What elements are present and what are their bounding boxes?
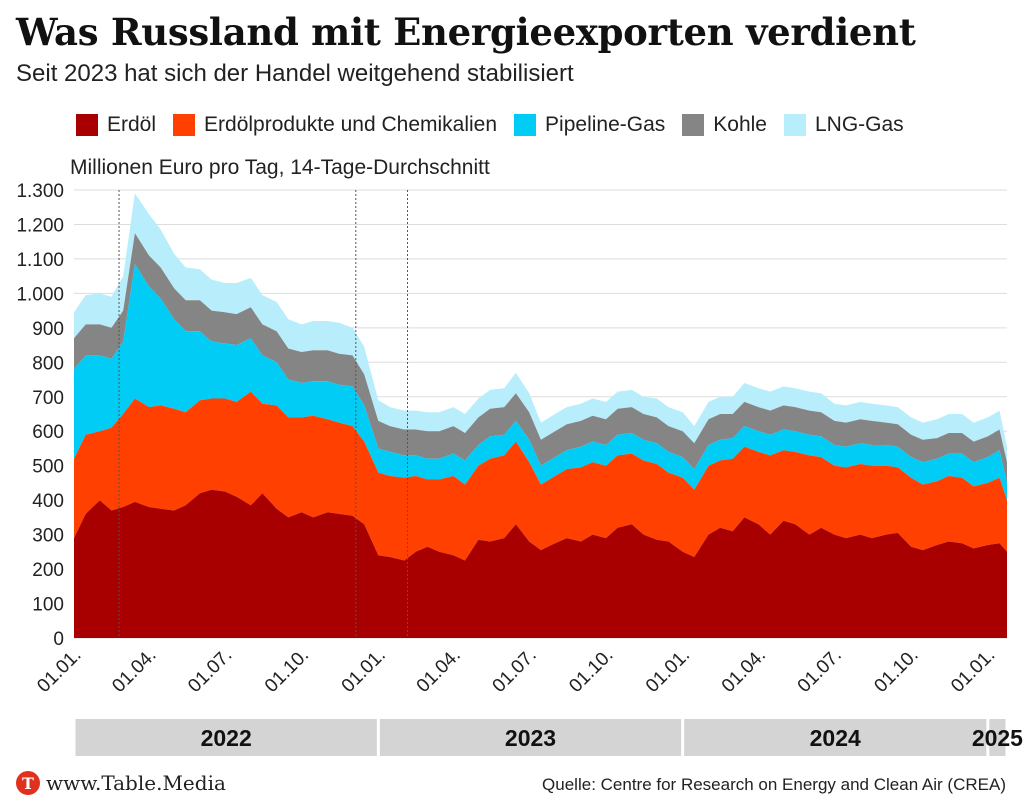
year-bands: 2022 2023 2024 2025	[75, 719, 1023, 756]
x-tick-label: 01.01.	[947, 645, 999, 697]
year-label: 2025	[972, 725, 1023, 751]
legend-swatch-kohle	[682, 114, 705, 136]
table-media-logo-icon: T	[16, 771, 40, 795]
x-tick-label: 01.04.	[413, 645, 465, 697]
legend-label-produkte: Erdölprodukte und Chemikalien	[204, 113, 498, 136]
source-note: Quelle: Centre for Research on Energy an…	[542, 775, 1006, 794]
y-tick-label: 100	[32, 595, 64, 616]
y-tick-label: 1.100	[16, 250, 64, 271]
x-tick-label: 01.07.	[184, 645, 236, 697]
legend-item-produkte: Erdölprodukte und Chemikalien	[173, 113, 497, 137]
year-label: 2023	[505, 725, 556, 751]
area-lng	[74, 193, 1007, 463]
y-tick-label: 700	[32, 388, 64, 409]
event-lines	[118, 190, 409, 638]
brand-logo[interactable]: T www.Table.Media	[16, 771, 226, 795]
chart-subtitle: Seit 2023 hat sich der Handel weitgehend…	[16, 60, 574, 87]
legend-swatch-lng	[784, 114, 806, 136]
y-tick-label: 500	[32, 457, 64, 478]
legend-swatch-erdoel	[76, 114, 98, 136]
chart-title: Was Russland mit Energieexporten verdien…	[16, 10, 916, 54]
legend-item-kohle: Kohle	[682, 113, 767, 137]
area-layer	[74, 193, 1007, 638]
area-pipeline	[74, 264, 1007, 501]
x-tick-label: 01.10.	[870, 645, 922, 697]
x-tick-label: 01.10.	[565, 645, 617, 697]
unit-label: Millionen Euro pro Tag, 14-Tage-Durchsch…	[70, 156, 490, 179]
y-tick-label: 1.000	[16, 284, 64, 305]
y-tick-label: 1.200	[16, 215, 64, 236]
legend-swatch-pipeline	[514, 114, 537, 136]
legend-label-erdoel: Erdöl	[107, 113, 157, 136]
year-label: 2022	[201, 725, 252, 751]
y-axis: 0 100 200 300 400 500 600 700 800 900 1.000 1.100 1.…	[16, 181, 64, 650]
y-tick-label: 600	[32, 422, 64, 443]
x-tick-label: 01.04.	[108, 645, 160, 697]
x-tick-label: 01.01.	[642, 645, 694, 697]
y-tick-label: 0	[53, 629, 64, 650]
year-label: 2024	[810, 725, 861, 751]
area-kohle	[74, 233, 1007, 483]
brand-url[interactable]: www.Table.Media	[46, 771, 226, 795]
chart-legend: Erdöl Erdölprodukte und Chemikalien Pipe…	[76, 113, 921, 137]
legend-label-pipeline: Pipeline-Gas	[545, 113, 666, 136]
y-tick-label: 900	[32, 319, 64, 340]
area-produkte	[74, 391, 1007, 561]
year-band	[989, 719, 1006, 756]
legend-swatch-produkte	[173, 114, 196, 136]
y-tick-label: 400	[32, 491, 64, 512]
legend-item-erdoel: Erdöl	[76, 113, 156, 137]
x-tick-label: 01.04.	[718, 645, 770, 697]
y-tick-label: 800	[32, 353, 64, 374]
year-band	[379, 719, 682, 756]
legend-item-pipeline: Pipeline-Gas	[514, 113, 665, 137]
legend-label-kohle: Kohle	[713, 113, 767, 136]
x-tick-label: 01.07.	[794, 645, 846, 697]
year-band	[684, 719, 987, 756]
y-tick-label: 1.300	[16, 181, 64, 202]
x-tick-label: 01.01.	[33, 645, 85, 697]
x-axis: 01.01. 01.04. 01.07. 01.10. 01.01. 01.04. 01.0…	[33, 645, 999, 697]
year-band	[75, 719, 377, 756]
area-erdoel	[74, 489, 1007, 638]
legend-item-lng: LNG-Gas	[784, 113, 904, 137]
x-tick-label: 01.07.	[489, 645, 541, 697]
x-tick-label: 01.01.	[338, 645, 390, 697]
legend-label-lng: LNG-Gas	[815, 113, 904, 136]
x-tick-label: 01.10.	[261, 645, 313, 697]
y-tick-label: 200	[32, 560, 64, 581]
y-tick-label: 300	[32, 526, 64, 547]
